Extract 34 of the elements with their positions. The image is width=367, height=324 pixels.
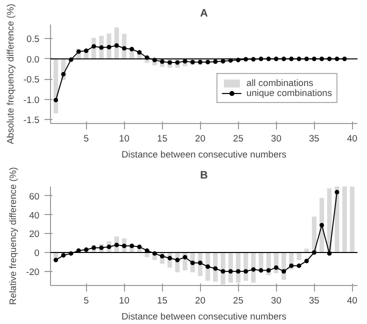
- x-tick-label: 20: [195, 134, 206, 144]
- y-tick-label: -1.0: [23, 94, 40, 105]
- y-tick-label: 60: [29, 191, 40, 202]
- chart-title: B: [200, 170, 208, 182]
- y-tick-label: 40: [29, 210, 40, 220]
- x-tick-label: 40: [346, 134, 358, 144]
- x-tick-label: 35: [309, 296, 320, 306]
- y-tick-label: -20: [26, 266, 40, 277]
- x-tick-label: 15: [157, 134, 168, 144]
- x-tick-label: 25: [233, 296, 244, 306]
- x-tick-label: 25: [233, 134, 244, 144]
- x-tick-label: 40: [346, 296, 358, 306]
- y-axis-title: Relative frequency difference (%): [8, 167, 18, 305]
- y-tick-label: 0: [34, 248, 40, 258]
- x-tick-label: 15: [157, 296, 168, 306]
- x-tick-label: 20: [195, 296, 206, 306]
- x-tick-label: 30: [271, 134, 282, 144]
- chart-title: A: [200, 8, 208, 20]
- x-tick-label: 10: [119, 296, 130, 306]
- x-axis-title: Distance between consecutive numbers: [122, 312, 287, 322]
- x-axis-title: Distance between consecutive numbers: [122, 150, 287, 160]
- x-tick-label: 30: [271, 296, 282, 306]
- y-tick-label: -1.5: [23, 114, 40, 125]
- x-tick-label: 5: [84, 134, 89, 144]
- y-tick-label: 20: [29, 229, 40, 240]
- y-tick-label: -0.5: [23, 74, 40, 85]
- y-tick-label: 0.5: [26, 34, 40, 44]
- x-tick-label: 35: [309, 134, 320, 144]
- x-tick-label: 10: [119, 134, 130, 144]
- x-tick-label: 5: [84, 296, 89, 306]
- legend-label: unique combinations: [246, 88, 332, 98]
- y-axis-title: Absolute frequency difference (%): [5, 4, 16, 144]
- y-tick-label: 0.0: [26, 54, 40, 64]
- legend-label: all combinations: [246, 78, 314, 88]
